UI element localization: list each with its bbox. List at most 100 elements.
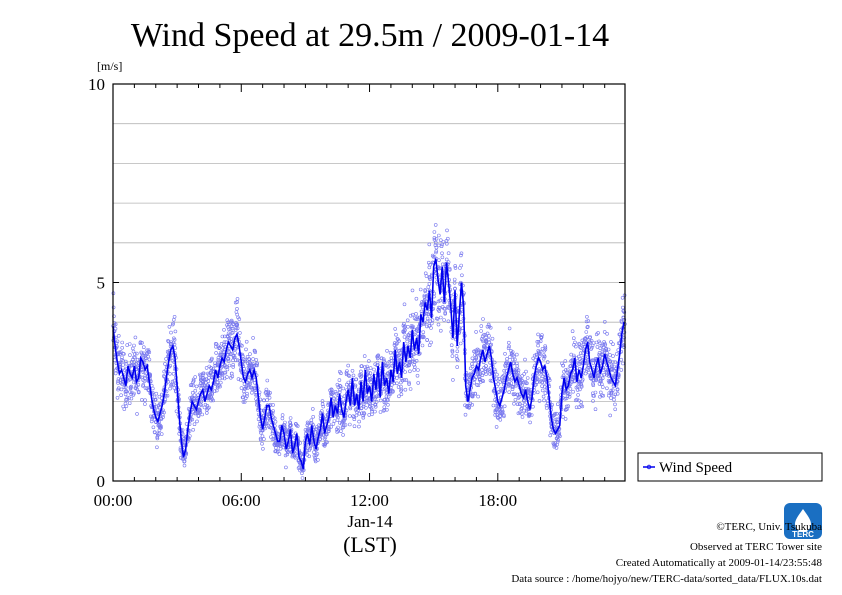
scatter-point bbox=[605, 386, 609, 391]
scatter-point bbox=[346, 380, 351, 385]
scatter-point bbox=[535, 390, 540, 395]
scatter-point bbox=[593, 390, 598, 395]
scatter-point bbox=[398, 348, 403, 353]
scatter-point bbox=[482, 332, 486, 337]
scatter-point bbox=[509, 381, 514, 386]
scatter-point bbox=[252, 348, 257, 353]
scatter-point bbox=[537, 375, 542, 379]
scatter-point bbox=[336, 415, 340, 420]
scatter-point bbox=[227, 327, 231, 332]
scatter-point bbox=[260, 441, 264, 446]
scatter-point bbox=[368, 404, 372, 408]
scatter-point bbox=[205, 403, 210, 408]
scatter-point bbox=[354, 413, 359, 418]
scatter-point bbox=[554, 411, 559, 416]
scatter-point bbox=[277, 452, 282, 456]
scatter-point bbox=[334, 391, 339, 396]
scatter-point bbox=[140, 351, 144, 356]
scatter-point bbox=[255, 361, 259, 366]
scatter-point bbox=[579, 383, 584, 388]
scatter-point bbox=[357, 424, 361, 429]
scatter-point bbox=[498, 417, 503, 422]
scatter-point bbox=[399, 388, 403, 393]
scatter-point bbox=[155, 445, 159, 450]
scatter-point bbox=[438, 238, 443, 242]
scatter-point bbox=[548, 433, 553, 438]
scatter-point bbox=[446, 319, 451, 324]
scatter-point bbox=[440, 255, 445, 260]
scatter-point bbox=[427, 323, 432, 328]
water-drop-icon bbox=[795, 509, 811, 532]
scatter-point bbox=[536, 332, 540, 337]
scatter-point bbox=[611, 342, 615, 347]
scatter-point bbox=[433, 223, 438, 227]
scatter-point bbox=[504, 361, 509, 366]
scatter-point bbox=[143, 386, 148, 390]
scatter-point bbox=[258, 436, 263, 441]
scatter-point bbox=[386, 394, 391, 399]
scatter-point bbox=[314, 453, 319, 458]
scatter-point bbox=[585, 325, 590, 330]
scatter-point bbox=[588, 374, 592, 379]
scatter-point bbox=[231, 365, 235, 369]
scatter-point bbox=[242, 400, 247, 404]
scatter-point bbox=[610, 364, 615, 368]
scatter-point bbox=[522, 408, 526, 413]
scatter-point bbox=[506, 340, 511, 345]
scatter-point bbox=[447, 267, 452, 272]
scatter-point bbox=[578, 387, 582, 392]
scatter-point bbox=[209, 366, 214, 371]
axis-ticks: 0 5 10 00:00 06:00 12:00 18:00 bbox=[88, 75, 625, 510]
scatter-point bbox=[561, 373, 566, 378]
scatter-point bbox=[480, 378, 485, 383]
scatter-point bbox=[563, 359, 568, 363]
scatter-point bbox=[254, 358, 259, 362]
scatter-point bbox=[582, 337, 587, 341]
scatter-point bbox=[597, 352, 602, 357]
scatter-point bbox=[124, 388, 128, 393]
scatter-point bbox=[577, 342, 582, 347]
scatter-point bbox=[421, 330, 426, 335]
scatter-point bbox=[122, 407, 127, 411]
scatter-point bbox=[182, 463, 187, 468]
scatter-point bbox=[520, 374, 524, 378]
scatter-point bbox=[542, 354, 547, 359]
scatter-point bbox=[484, 372, 488, 376]
scatter-point bbox=[242, 382, 247, 387]
scatter-point bbox=[598, 390, 603, 395]
scatter-point bbox=[576, 393, 580, 397]
scatter-point bbox=[442, 318, 446, 322]
scatter-point bbox=[586, 319, 591, 323]
scatter-point bbox=[490, 336, 495, 341]
credit-source: Data source : /home/hojyo/new/TERC-data/… bbox=[511, 573, 822, 585]
scatter-point bbox=[347, 422, 352, 427]
scatter-point bbox=[378, 398, 383, 403]
scatter-point bbox=[341, 386, 346, 391]
scatter-point bbox=[327, 425, 331, 430]
scatter-point bbox=[159, 424, 163, 429]
scatter-point bbox=[622, 317, 627, 322]
scatter-point bbox=[543, 391, 548, 395]
scatter-point bbox=[432, 236, 437, 240]
scatter-point bbox=[367, 374, 372, 379]
scatter-point bbox=[265, 392, 270, 397]
scatter-point bbox=[190, 390, 195, 395]
scatter-point bbox=[135, 412, 139, 416]
scatter-point bbox=[611, 360, 615, 364]
scatter-point bbox=[251, 336, 255, 340]
scatter-point bbox=[395, 381, 399, 386]
scatter-point bbox=[520, 415, 525, 419]
scatter-point bbox=[154, 391, 159, 396]
scatter-point bbox=[542, 398, 546, 403]
scatter-point bbox=[481, 360, 486, 365]
scatter-point bbox=[615, 387, 620, 392]
scatter-point bbox=[570, 329, 575, 334]
scatter-point bbox=[337, 390, 342, 394]
scatter-point bbox=[172, 378, 177, 383]
scatter-point bbox=[429, 340, 433, 345]
scatter-point bbox=[310, 407, 315, 411]
scatter-point bbox=[120, 345, 124, 350]
scatter-point bbox=[213, 363, 217, 368]
scatter-point bbox=[261, 446, 265, 451]
scatter-point bbox=[578, 345, 582, 349]
